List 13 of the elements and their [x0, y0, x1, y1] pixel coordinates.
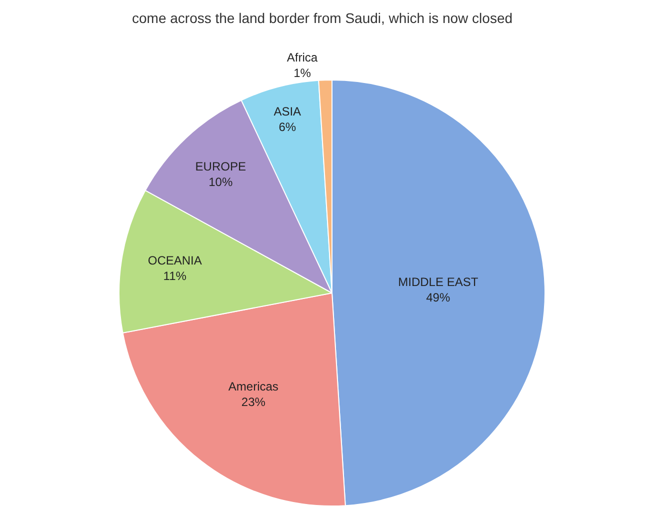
data-label: 23%	[241, 395, 266, 410]
slice-label: Africa	[286, 50, 318, 65]
slice-label: OCEANIA	[148, 253, 202, 268]
data-label: 1%	[294, 66, 312, 80]
data-label: 6%	[278, 120, 296, 134]
slice-label: MIDDLE EAST	[398, 274, 479, 289]
data-label: 49%	[426, 290, 450, 304]
data-label: 11%	[163, 268, 187, 283]
slice-label: Americas	[228, 380, 278, 394]
slice-label: ASIA	[274, 104, 302, 118]
slice-label: EUROPE	[195, 160, 246, 174]
data-label: 10%	[208, 175, 233, 190]
text: come across the land border from Saudi, which is now closed	[132, 10, 513, 26]
